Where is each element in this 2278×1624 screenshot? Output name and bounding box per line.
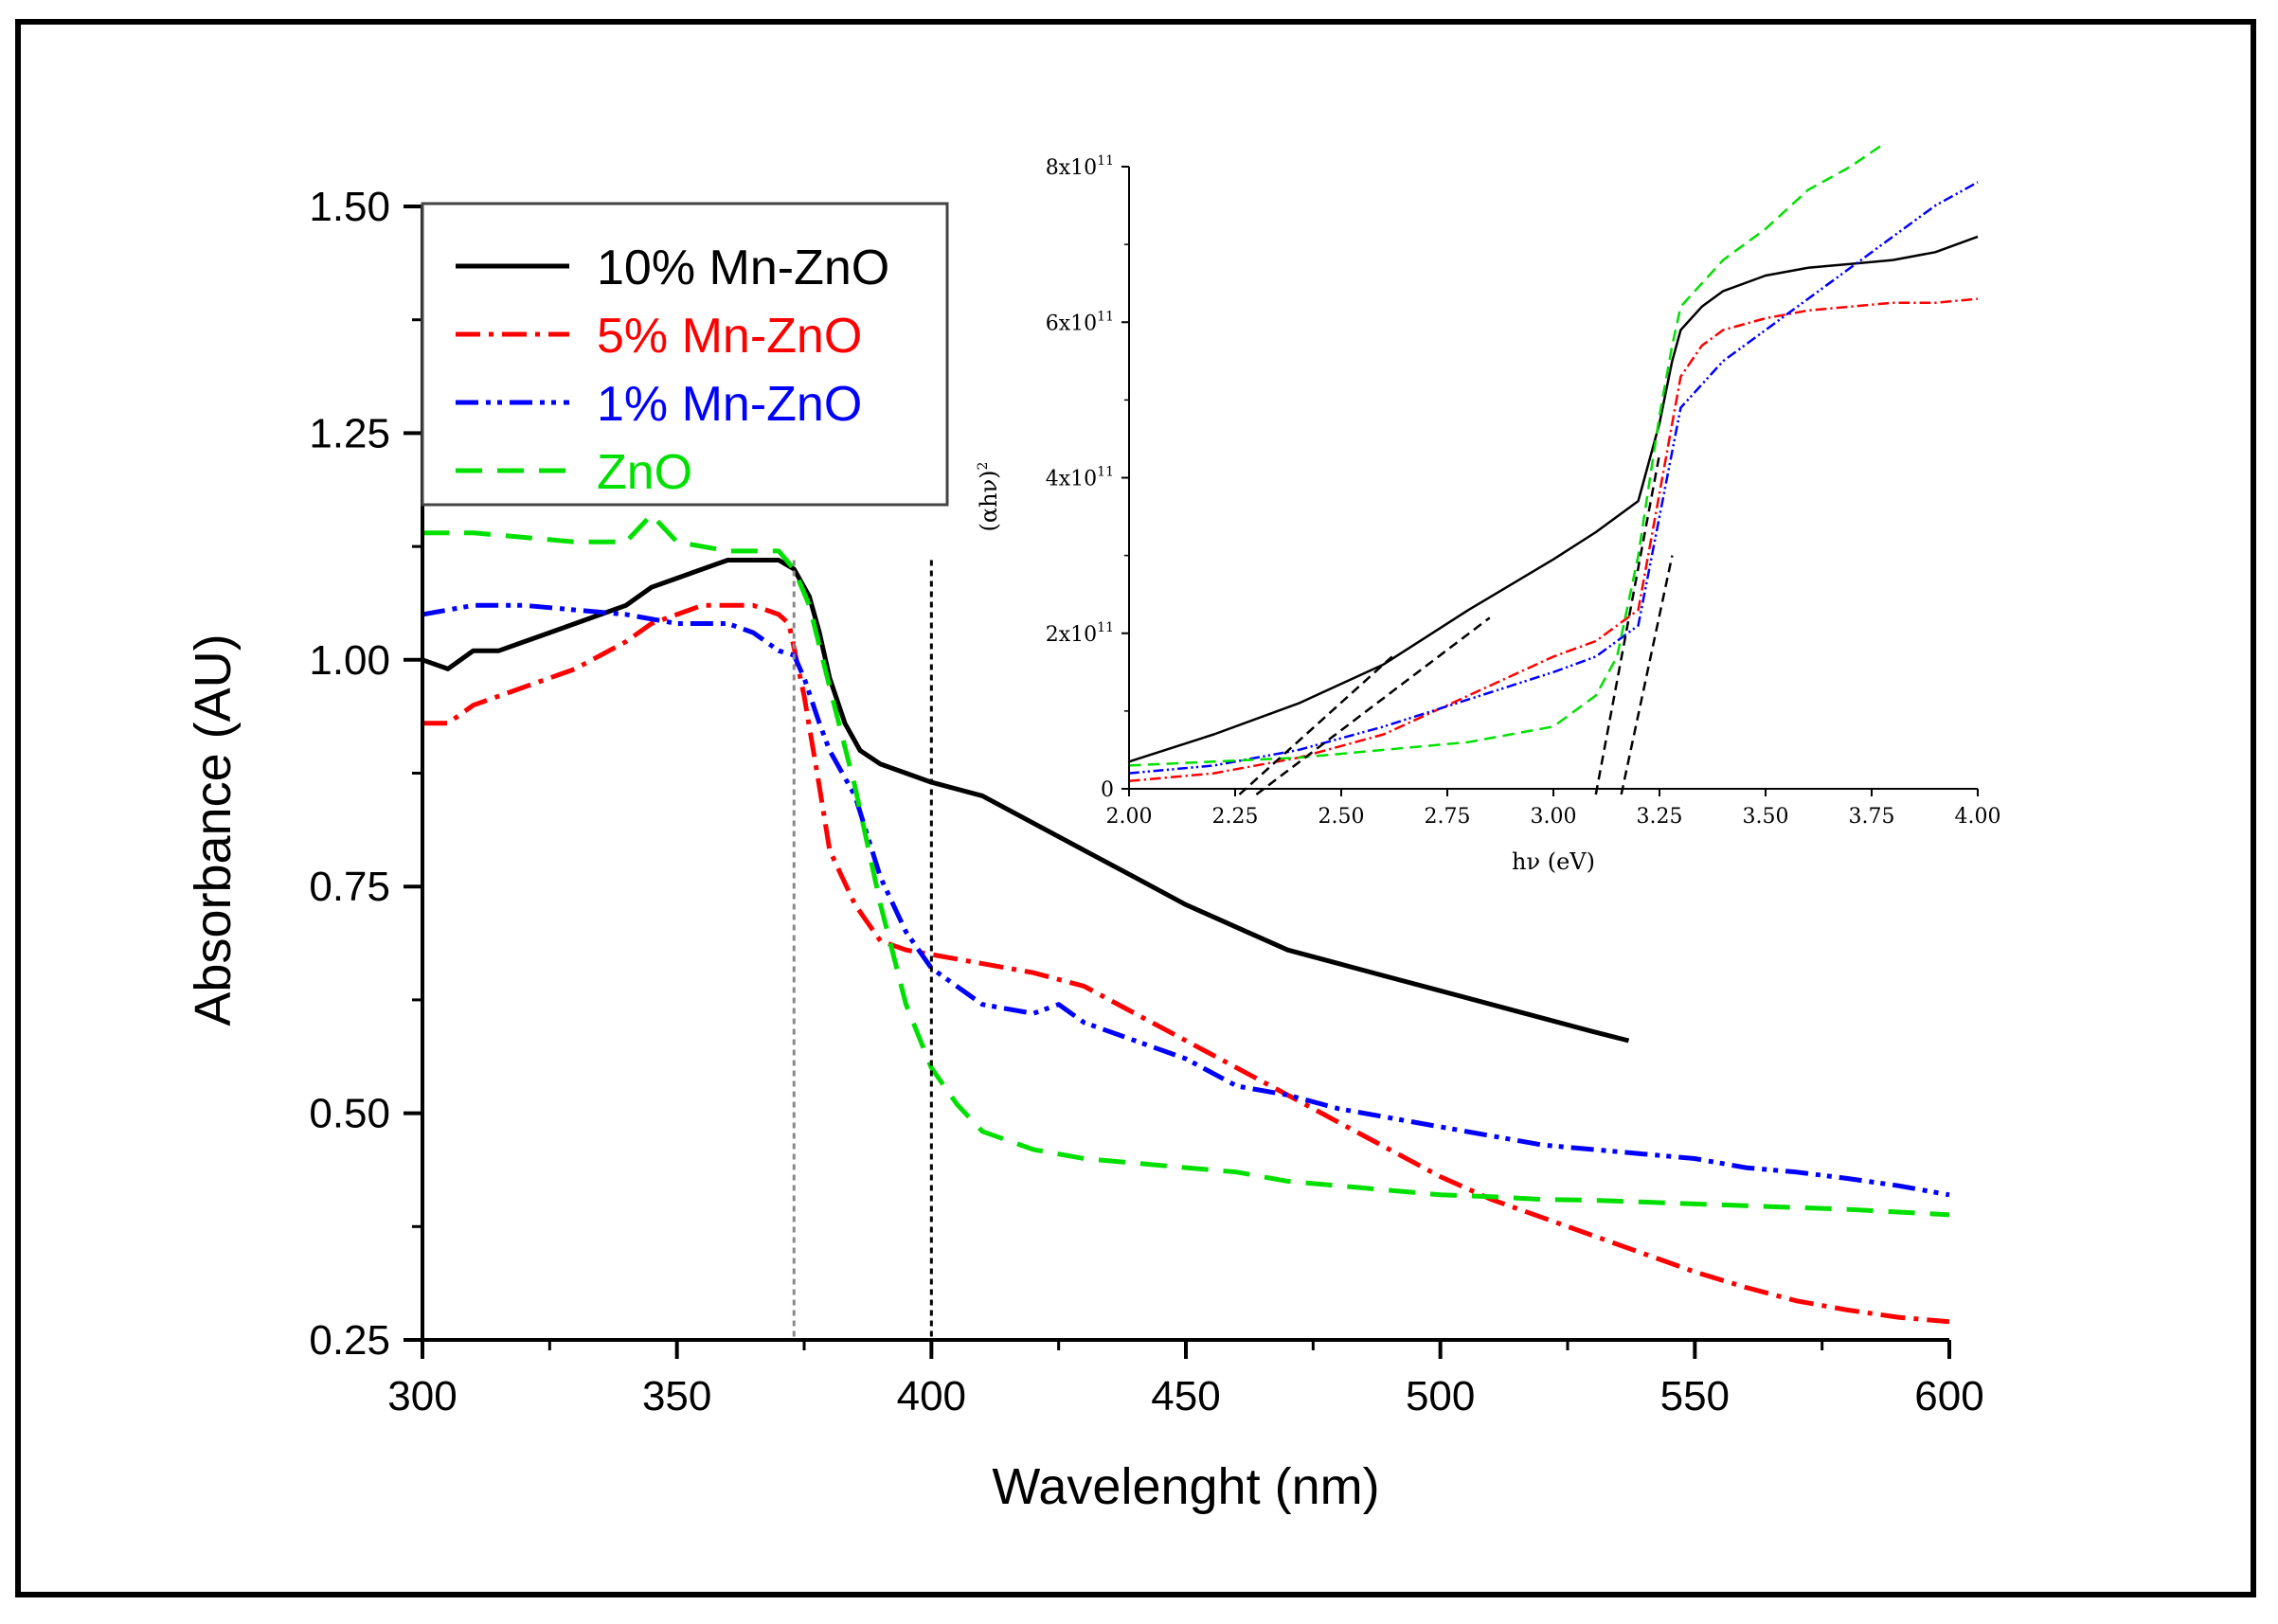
inset-y-tick-exponent: 11 [1097,620,1114,635]
inset-y-tick-label: 8x1011 [1046,153,1114,180]
inset-y-axis-title: (αhν)2 [976,462,1002,532]
legend-label: 10% Mn-ZnO [597,241,889,295]
inset-x-tick-label: 2.75 [1425,805,1471,829]
inset-y-tick-base: 2x10 [1046,623,1097,647]
legend: 10% Mn-ZnO 5% Mn-ZnO 1% Mn-ZnO ZnO [421,202,949,507]
inset-x-tick-label: 3.50 [1743,805,1789,829]
inset-x-tick-label: 3.25 [1637,805,1683,829]
inset-y-tick-exponent: 11 [1097,153,1114,169]
series-line-3 [422,512,1950,1218]
extrapolation-line [1594,454,1661,795]
reference-lines [792,560,933,1340]
inset-extrapolation-lines [1238,454,1674,795]
legend-label: ZnO [597,445,692,500]
extrapolation-line [1255,616,1491,795]
inset-series-group [1128,142,1979,783]
inset-y-tick-base: 6x10 [1046,312,1097,335]
inset-y-axis-title-base: (αhν) [976,470,1002,531]
inset-x-axis-title: hν (eV) [1512,848,1595,875]
inset-y-tick-base: 4x10 [1046,468,1097,491]
inset-x-tick-label: 4.00 [1955,805,2001,829]
y-tick-label: 0.75 [309,864,390,910]
inset-series-line-0 [1128,235,1979,763]
inset-y-tick-base: 0 [1101,778,1114,802]
y-axis-title: Absorbance (AU) [185,634,242,1026]
inset-x-tick-label: 2.50 [1318,805,1365,829]
x-tick-label: 400 [897,1373,966,1419]
x-axis-title: Wavelenght (nm) [992,1458,1379,1515]
inset-plot: 2.00 2.25 2.50 2.75 3.00 3.25 3.50 3.75 4.00 0 2x1… [976,142,2001,875]
x-tick-label: 600 [1914,1373,1983,1419]
series-line-1 [422,602,1950,1325]
x-tick-label: 450 [1151,1373,1220,1419]
figure-frame [15,19,2256,1597]
inset-series-line-2 [1128,181,1979,775]
inset-x-tick-label: 3.00 [1531,805,1577,829]
legend-label: 5% Mn-ZnO [597,309,862,364]
legend-box [421,202,949,507]
inset-y-tick-label: 4x1011 [1046,465,1114,491]
extrapolation-line [1620,555,1674,795]
main-series-group [422,512,1950,1325]
inset-y-tick-label: 0 [1101,778,1114,802]
series-line-2 [422,602,1950,1198]
main-plot: 300 350 400 450 500 550 600 0.25 0.50 0.75 1.00 1.2… [185,184,1984,1515]
inset-axes [1128,167,1978,790]
y-tick-label: 1.50 [309,184,390,230]
inset-y-tick-exponent: 11 [1097,465,1114,480]
y-tick-label: 0.25 [309,1317,390,1364]
x-tick-label: 550 [1660,1373,1730,1419]
x-tick-label: 500 [1406,1373,1475,1419]
extrapolation-line [1238,655,1393,795]
inset-y-axis-title-superscript: 2 [976,462,991,471]
x-tick-label: 350 [642,1373,711,1419]
inset-x-tick-label: 2.25 [1212,805,1259,829]
y-tick-label: 1.00 [309,637,390,684]
y-tick-label: 0.50 [309,1091,390,1137]
inset-ticks: 2.00 2.25 2.50 2.75 3.00 3.25 3.50 3.75 4.00 0 2x1… [1046,153,2001,829]
main-ticks: 300 350 400 450 500 550 600 0.25 0.50 0.75 1.00 1.2… [309,184,1983,1419]
series-line-0 [422,558,1630,1044]
inset-y-tick-exponent: 11 [1097,309,1114,324]
inset-y-tick-label: 6x1011 [1046,309,1114,335]
inset-y-tick-label: 2x1011 [1046,620,1114,647]
x-tick-label: 300 [387,1373,457,1419]
inset-x-tick-label: 3.75 [1849,805,1895,829]
inset-series-line-3 [1128,142,1886,767]
legend-label: 1% Mn-ZnO [597,377,862,432]
inset-series-line-1 [1128,297,1979,783]
y-tick-label: 1.25 [309,410,390,456]
inset-y-tick-base: 8x10 [1046,156,1097,180]
inset-x-tick-label: 2.00 [1106,805,1153,829]
